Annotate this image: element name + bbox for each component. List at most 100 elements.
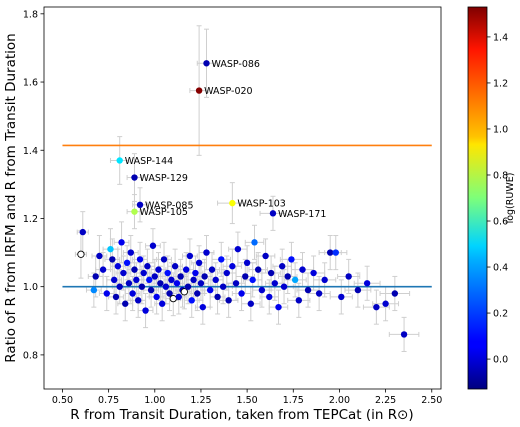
- data-point: [363, 280, 371, 287]
- data-point: [140, 269, 147, 277]
- data-point: [251, 239, 258, 246]
- data-point: [258, 286, 266, 294]
- data-point: [225, 297, 232, 304]
- colorbar-tick-label: 0.4: [493, 263, 508, 274]
- data-point: [146, 276, 153, 284]
- y-axis-label: Ratio of R from IRFM and R from Transit …: [3, 33, 19, 362]
- data-point: [175, 293, 182, 301]
- data-point: [151, 273, 158, 280]
- colorbar-tick-label: 1.0: [493, 124, 508, 135]
- x-tick-label: 1.50: [237, 395, 258, 406]
- data-point: [243, 259, 251, 267]
- data-point: [284, 273, 291, 280]
- data-point: [122, 300, 129, 307]
- data-point: [280, 283, 288, 290]
- data-point: [114, 263, 122, 270]
- colorbar-tick-label: 1.4: [493, 32, 508, 43]
- data-point: [133, 276, 140, 284]
- y-tick-label: 1.0: [23, 282, 38, 293]
- data-point: [201, 273, 208, 280]
- x-tick-label: 0.50: [52, 395, 73, 406]
- data-point: [190, 276, 197, 284]
- data-point: [153, 293, 160, 301]
- labeled-point: [195, 87, 203, 94]
- data-point: [103, 290, 110, 297]
- data-point: [400, 331, 408, 338]
- x-tick-label: 2.25: [375, 395, 396, 406]
- data-point: [166, 290, 173, 297]
- data-point: [160, 256, 168, 263]
- data-point: [315, 290, 323, 297]
- data-point: [129, 290, 136, 297]
- data-point: [118, 239, 125, 246]
- data-point: [195, 259, 203, 267]
- data-point: [168, 276, 175, 284]
- y-tick-label: 1.2: [23, 214, 38, 225]
- data-point: [96, 252, 103, 260]
- data-point: [271, 280, 279, 287]
- labeled-point: [269, 210, 277, 217]
- data-point: [382, 300, 389, 307]
- data-point: [186, 252, 194, 260]
- point-label: WASP-129: [139, 173, 187, 184]
- y-tick-label: 1.4: [23, 146, 38, 157]
- data-point: [219, 283, 227, 290]
- data-point: [173, 280, 181, 287]
- y-tick-label: 0.8: [23, 350, 38, 361]
- data-point: [391, 290, 399, 297]
- data-point: [131, 266, 138, 273]
- colorbar-tick-label: 1.2: [493, 78, 508, 89]
- data-point: [177, 273, 184, 280]
- point-label: WASP-144: [125, 156, 173, 167]
- data-point: [254, 266, 262, 273]
- data-point: [295, 297, 303, 304]
- data-point: [279, 263, 286, 270]
- data-point: [206, 286, 214, 294]
- data-point: [158, 300, 166, 307]
- colorbar-tick-label: 0.0: [493, 355, 508, 366]
- data-point: [182, 266, 190, 273]
- data-point: [107, 245, 114, 253]
- data-point: [249, 276, 256, 284]
- data-point: [234, 245, 242, 253]
- data-point: [125, 280, 133, 287]
- data-point: [142, 307, 149, 314]
- data-point: [203, 249, 210, 256]
- point-label: WASP-086: [211, 59, 259, 70]
- data-point: [109, 256, 116, 263]
- colorbar-ticks: 0.0 0.2 0.4 0.6 0.8 1.0 1.2 1.4: [487, 32, 508, 366]
- labeled-point: [131, 174, 138, 181]
- x-tick-label: 1.75: [283, 395, 304, 406]
- point-label: WASP-020: [204, 86, 252, 97]
- data-point: [373, 303, 380, 311]
- data-point: [169, 294, 177, 303]
- point-label: WASP-085: [145, 200, 193, 211]
- data-point: [291, 276, 299, 284]
- labeled-point: [136, 201, 144, 209]
- point-label: WASP-103: [237, 199, 285, 210]
- labeled-point: [131, 208, 138, 215]
- x-tick-label: 1.25: [190, 395, 211, 406]
- x-tick-label: 1.00: [144, 395, 165, 406]
- data-point: [162, 283, 170, 290]
- data-point: [266, 293, 273, 301]
- data-point: [229, 263, 236, 270]
- data-point: [134, 297, 142, 304]
- data-point: [188, 297, 195, 304]
- data-point: [116, 283, 123, 290]
- data-point: [180, 288, 188, 296]
- data-point: [214, 293, 221, 301]
- data-point: [110, 276, 118, 284]
- point-label: WASP-105: [139, 207, 187, 218]
- data-point: [238, 290, 245, 297]
- data-point: [164, 269, 171, 277]
- x-axis-label: R from Transit Duration, taken from TEPC…: [70, 407, 413, 423]
- y-tick-label: 1.8: [23, 9, 38, 20]
- x-axis-ticks: 0.50 0.75 1.00 1.25 1.50 1.75 2.00 2.25 2.50: [52, 389, 442, 406]
- data-point: [332, 249, 339, 256]
- data-point: [192, 269, 199, 277]
- data-point: [223, 269, 231, 277]
- x-tick-label: 2.00: [329, 395, 350, 406]
- x-tick-label: 2.50: [421, 395, 442, 406]
- colorbar-tick-label: 0.6: [493, 217, 508, 228]
